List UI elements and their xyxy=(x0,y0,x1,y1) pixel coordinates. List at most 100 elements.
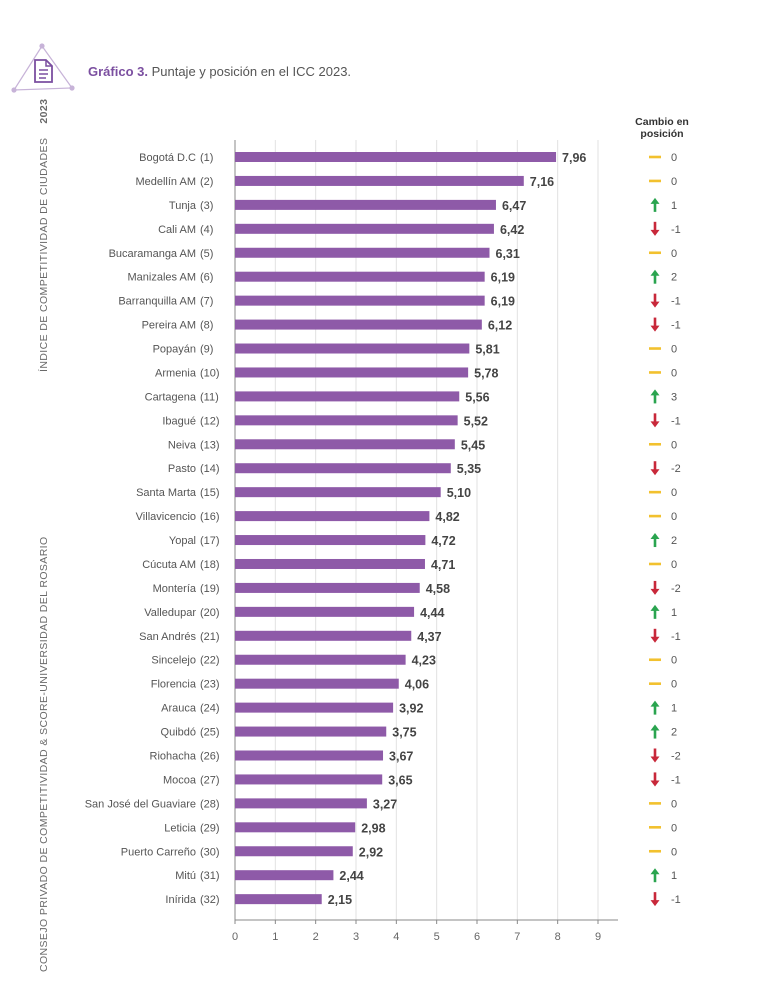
arrow-up-icon xyxy=(650,389,660,396)
rank-label: (22) xyxy=(200,655,220,667)
x-tick-label: 8 xyxy=(555,931,561,943)
rank-label: (8) xyxy=(200,320,213,332)
rank-label: (30) xyxy=(200,846,220,858)
no-change-icon xyxy=(649,849,661,853)
arrow-down-icon xyxy=(653,221,657,231)
arrow-up-icon xyxy=(653,274,657,284)
rank-label: (32) xyxy=(200,894,220,906)
change-value: 2 xyxy=(671,727,677,739)
change-value: 0 xyxy=(671,655,677,667)
category-label: Medellín AM xyxy=(135,176,196,188)
change-value: -1 xyxy=(671,224,681,236)
arrow-up-icon xyxy=(653,202,657,212)
bar xyxy=(235,654,406,665)
rank-label: (15) xyxy=(200,487,220,499)
rank-label: (18) xyxy=(200,559,220,571)
value-label: 5,81 xyxy=(475,343,499,357)
x-tick-label: 5 xyxy=(434,931,440,943)
arrow-up-icon xyxy=(653,609,657,619)
arrow-up-icon xyxy=(650,533,660,540)
bar xyxy=(235,463,451,474)
change-value: -2 xyxy=(671,751,681,763)
change-value: -2 xyxy=(671,583,681,595)
no-change-icon xyxy=(649,490,661,494)
rank-label: (13) xyxy=(200,439,220,451)
bar xyxy=(235,199,496,210)
arrow-up-icon xyxy=(653,538,657,548)
x-tick-label: 2 xyxy=(313,931,319,943)
no-change-icon xyxy=(649,802,661,805)
bar xyxy=(235,606,415,617)
category-label: Villavicencio xyxy=(136,511,196,523)
figure-title: Gráfico 3. Puntaje y posición en el ICC … xyxy=(88,64,351,79)
no-change-icon xyxy=(649,347,661,350)
rank-label: (5) xyxy=(200,248,213,260)
value-label: 4,72 xyxy=(431,534,455,548)
category-label: Montería xyxy=(153,583,197,595)
category-label: Pasto xyxy=(168,463,196,475)
change-column-title: Cambio en posición xyxy=(620,116,704,140)
change-value: 1 xyxy=(671,607,677,619)
change-value: 0 xyxy=(671,439,677,451)
rank-label: (7) xyxy=(200,296,213,308)
value-label: 4,71 xyxy=(431,558,455,572)
value-label: 4,23 xyxy=(412,654,436,668)
no-change-icon xyxy=(649,155,661,159)
value-label: 6,31 xyxy=(496,247,520,261)
category-label: San José del Guaviare xyxy=(85,798,196,810)
change-value: -2 xyxy=(671,463,681,475)
rank-label: (14) xyxy=(200,463,220,475)
value-label: 6,19 xyxy=(491,295,515,309)
category-label: Tunja xyxy=(169,200,197,212)
change-value: -1 xyxy=(671,296,681,308)
change-value: 0 xyxy=(671,487,677,499)
value-label: 4,82 xyxy=(435,510,459,524)
no-change-icon xyxy=(649,442,661,446)
category-label: Inírida xyxy=(165,894,196,906)
arrow-down-icon xyxy=(650,421,660,428)
category-label: Quibdó xyxy=(161,727,196,739)
arrow-down-icon xyxy=(650,756,660,763)
category-label: Leticia xyxy=(164,822,197,834)
arrow-down-icon xyxy=(650,229,660,236)
value-label: 4,06 xyxy=(405,678,429,692)
change-value: 0 xyxy=(671,248,677,260)
change-value: 1 xyxy=(671,703,677,715)
rank-label: (24) xyxy=(200,703,220,715)
change-value: 0 xyxy=(671,344,677,356)
x-tick-label: 4 xyxy=(393,931,399,943)
change-value: 1 xyxy=(671,200,677,212)
bar xyxy=(235,558,425,569)
value-label: 3,27 xyxy=(373,797,397,811)
arrow-up-icon xyxy=(650,197,660,204)
figure-number: Gráfico 3. xyxy=(88,64,148,79)
bar xyxy=(235,822,356,833)
no-change-icon xyxy=(649,682,661,685)
bar xyxy=(235,391,460,402)
bar xyxy=(235,152,557,162)
change-value: 1 xyxy=(671,870,677,882)
rank-label: (27) xyxy=(200,774,220,786)
figure-caption: Puntaje y posición en el ICC 2023. xyxy=(147,64,352,79)
change-value: 0 xyxy=(671,822,677,834)
arrow-down-icon xyxy=(653,293,657,303)
arrow-up-icon xyxy=(653,873,657,883)
value-label: 6,12 xyxy=(488,319,512,333)
bar xyxy=(235,582,420,593)
bar xyxy=(235,702,394,713)
arrow-up-icon xyxy=(650,700,660,707)
arrow-down-icon xyxy=(653,413,657,423)
category-label: San Andrés xyxy=(139,631,196,643)
value-label: 7,96 xyxy=(562,151,586,165)
rank-label: (16) xyxy=(200,511,220,523)
bar xyxy=(235,870,334,881)
change-value: -1 xyxy=(671,774,681,786)
no-change-icon xyxy=(649,826,661,829)
rank-label: (6) xyxy=(200,272,213,284)
bar xyxy=(235,798,367,809)
rank-label: (28) xyxy=(200,798,220,810)
rank-label: (29) xyxy=(200,822,220,834)
bar xyxy=(235,319,482,330)
rank-label: (3) xyxy=(200,200,213,212)
rank-label: (2) xyxy=(200,176,213,188)
